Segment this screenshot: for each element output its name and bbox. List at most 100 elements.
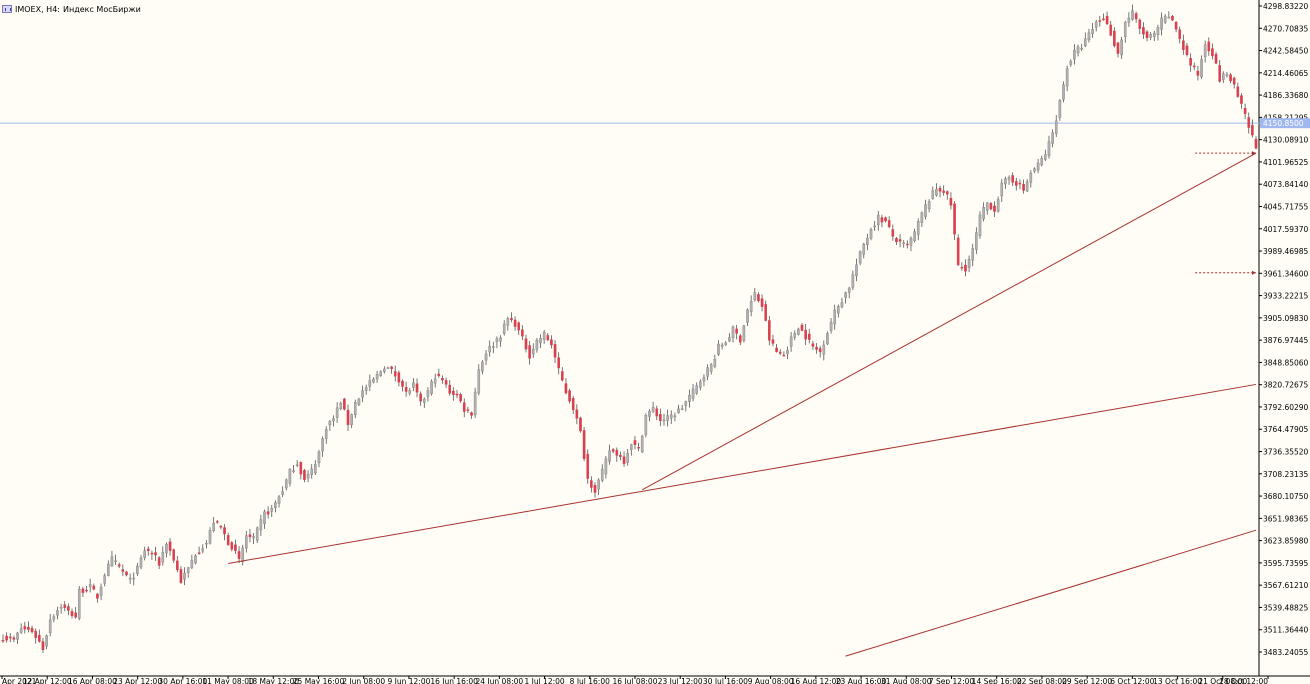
candle-body bbox=[433, 378, 437, 384]
candle-body bbox=[702, 377, 706, 382]
candle-body bbox=[415, 383, 419, 393]
candle-body bbox=[197, 552, 201, 554]
candle-body bbox=[1084, 38, 1087, 47]
candle-body bbox=[630, 444, 633, 450]
candle-body bbox=[1058, 100, 1062, 118]
candle-body bbox=[695, 385, 698, 394]
candle-body bbox=[277, 496, 281, 504]
candle-body bbox=[517, 322, 521, 331]
candle-body bbox=[953, 203, 956, 235]
candle-body bbox=[422, 398, 426, 403]
candle-body bbox=[564, 383, 568, 394]
candle-body bbox=[125, 571, 128, 576]
candle-body bbox=[270, 507, 274, 512]
candle-body bbox=[833, 309, 837, 325]
candle-body bbox=[1251, 124, 1254, 136]
candle-body bbox=[731, 326, 735, 338]
candle-body bbox=[205, 542, 208, 545]
candle-body bbox=[771, 339, 775, 344]
candle-body bbox=[1062, 84, 1065, 100]
candle-body bbox=[473, 391, 477, 416]
candle-body bbox=[637, 447, 640, 449]
candle-body bbox=[579, 417, 582, 432]
y-tick-label: 3820.72675 bbox=[1263, 381, 1309, 390]
candle-body bbox=[753, 292, 757, 301]
candle-body bbox=[495, 338, 499, 343]
candle-body bbox=[70, 611, 74, 616]
candle-body bbox=[964, 264, 967, 272]
candle-body bbox=[379, 371, 383, 376]
candle-body bbox=[804, 329, 807, 340]
trendline bbox=[641, 152, 1257, 491]
candle-body bbox=[404, 387, 408, 392]
candle-body bbox=[1189, 58, 1192, 66]
candle-body bbox=[5, 635, 8, 641]
candle-body bbox=[1160, 17, 1163, 30]
candle-body bbox=[1192, 65, 1196, 68]
x-tick-label: 16 Jun 16:00 bbox=[430, 677, 478, 684]
candle-body bbox=[1120, 39, 1123, 56]
candle-body bbox=[179, 569, 183, 583]
candle-body bbox=[121, 569, 125, 572]
candle-body bbox=[364, 387, 368, 391]
candle-body bbox=[608, 450, 611, 462]
y-tick-label: 3792.60290 bbox=[1263, 403, 1309, 412]
candle-body bbox=[48, 619, 52, 633]
candle-body bbox=[484, 353, 488, 361]
candle-body bbox=[1029, 172, 1033, 183]
candle-body bbox=[568, 390, 571, 402]
candle-body bbox=[524, 338, 528, 350]
candle-body bbox=[982, 207, 985, 220]
candle-body bbox=[590, 480, 593, 488]
candle-body bbox=[822, 344, 826, 355]
candle-body bbox=[437, 373, 441, 376]
candle-body bbox=[412, 382, 415, 388]
candle-body bbox=[669, 414, 673, 419]
candle-body bbox=[535, 339, 539, 350]
candle-body bbox=[165, 543, 168, 554]
candle-body bbox=[680, 408, 684, 410]
candle-body bbox=[1163, 15, 1167, 23]
candle-body bbox=[219, 526, 223, 528]
candle-body bbox=[321, 438, 324, 452]
y-tick-label: 3539.48825 bbox=[1263, 603, 1309, 612]
candle-body bbox=[906, 243, 909, 246]
candle-body bbox=[778, 351, 782, 354]
y-tick-label: 3876.97445 bbox=[1263, 336, 1309, 345]
candle-body bbox=[183, 572, 186, 580]
candle-body bbox=[713, 359, 717, 367]
candle-body bbox=[1004, 178, 1007, 185]
candle-body bbox=[408, 390, 412, 394]
candle-body bbox=[1011, 175, 1014, 183]
candle-body bbox=[1142, 27, 1145, 35]
candle-body bbox=[993, 205, 996, 212]
candle-body bbox=[274, 502, 277, 509]
y-tick-label: 3651.98365 bbox=[1263, 514, 1309, 523]
candle-body bbox=[1138, 19, 1142, 29]
candle-body bbox=[873, 225, 876, 228]
candle-body bbox=[985, 202, 989, 211]
candle-body bbox=[1105, 15, 1109, 25]
candle-body bbox=[728, 337, 731, 342]
candle-body bbox=[481, 361, 484, 372]
candle-body bbox=[1171, 15, 1174, 21]
candle-body bbox=[1178, 29, 1182, 40]
candle-body bbox=[996, 199, 1000, 212]
candle-body bbox=[604, 458, 608, 475]
candle-body bbox=[615, 449, 619, 456]
candle-body bbox=[499, 337, 502, 342]
candle-body bbox=[393, 371, 397, 377]
candle-body bbox=[1113, 30, 1116, 47]
chart-window-icon bbox=[2, 5, 12, 13]
candle-body bbox=[1040, 158, 1044, 166]
candle-body bbox=[357, 398, 361, 405]
candle-body bbox=[492, 346, 495, 348]
candle-body bbox=[956, 237, 960, 266]
candle-body bbox=[314, 464, 317, 474]
candle-body bbox=[866, 237, 869, 245]
candle-body bbox=[1222, 73, 1225, 80]
candle-body bbox=[339, 402, 343, 409]
candle-body bbox=[234, 544, 237, 551]
